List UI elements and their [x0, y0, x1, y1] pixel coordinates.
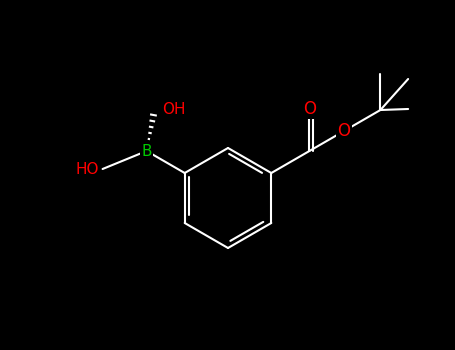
Text: B: B: [142, 144, 152, 159]
Text: O: O: [303, 100, 316, 118]
Text: O: O: [338, 122, 350, 140]
Text: HO: HO: [75, 161, 99, 176]
Text: OH: OH: [162, 102, 186, 117]
